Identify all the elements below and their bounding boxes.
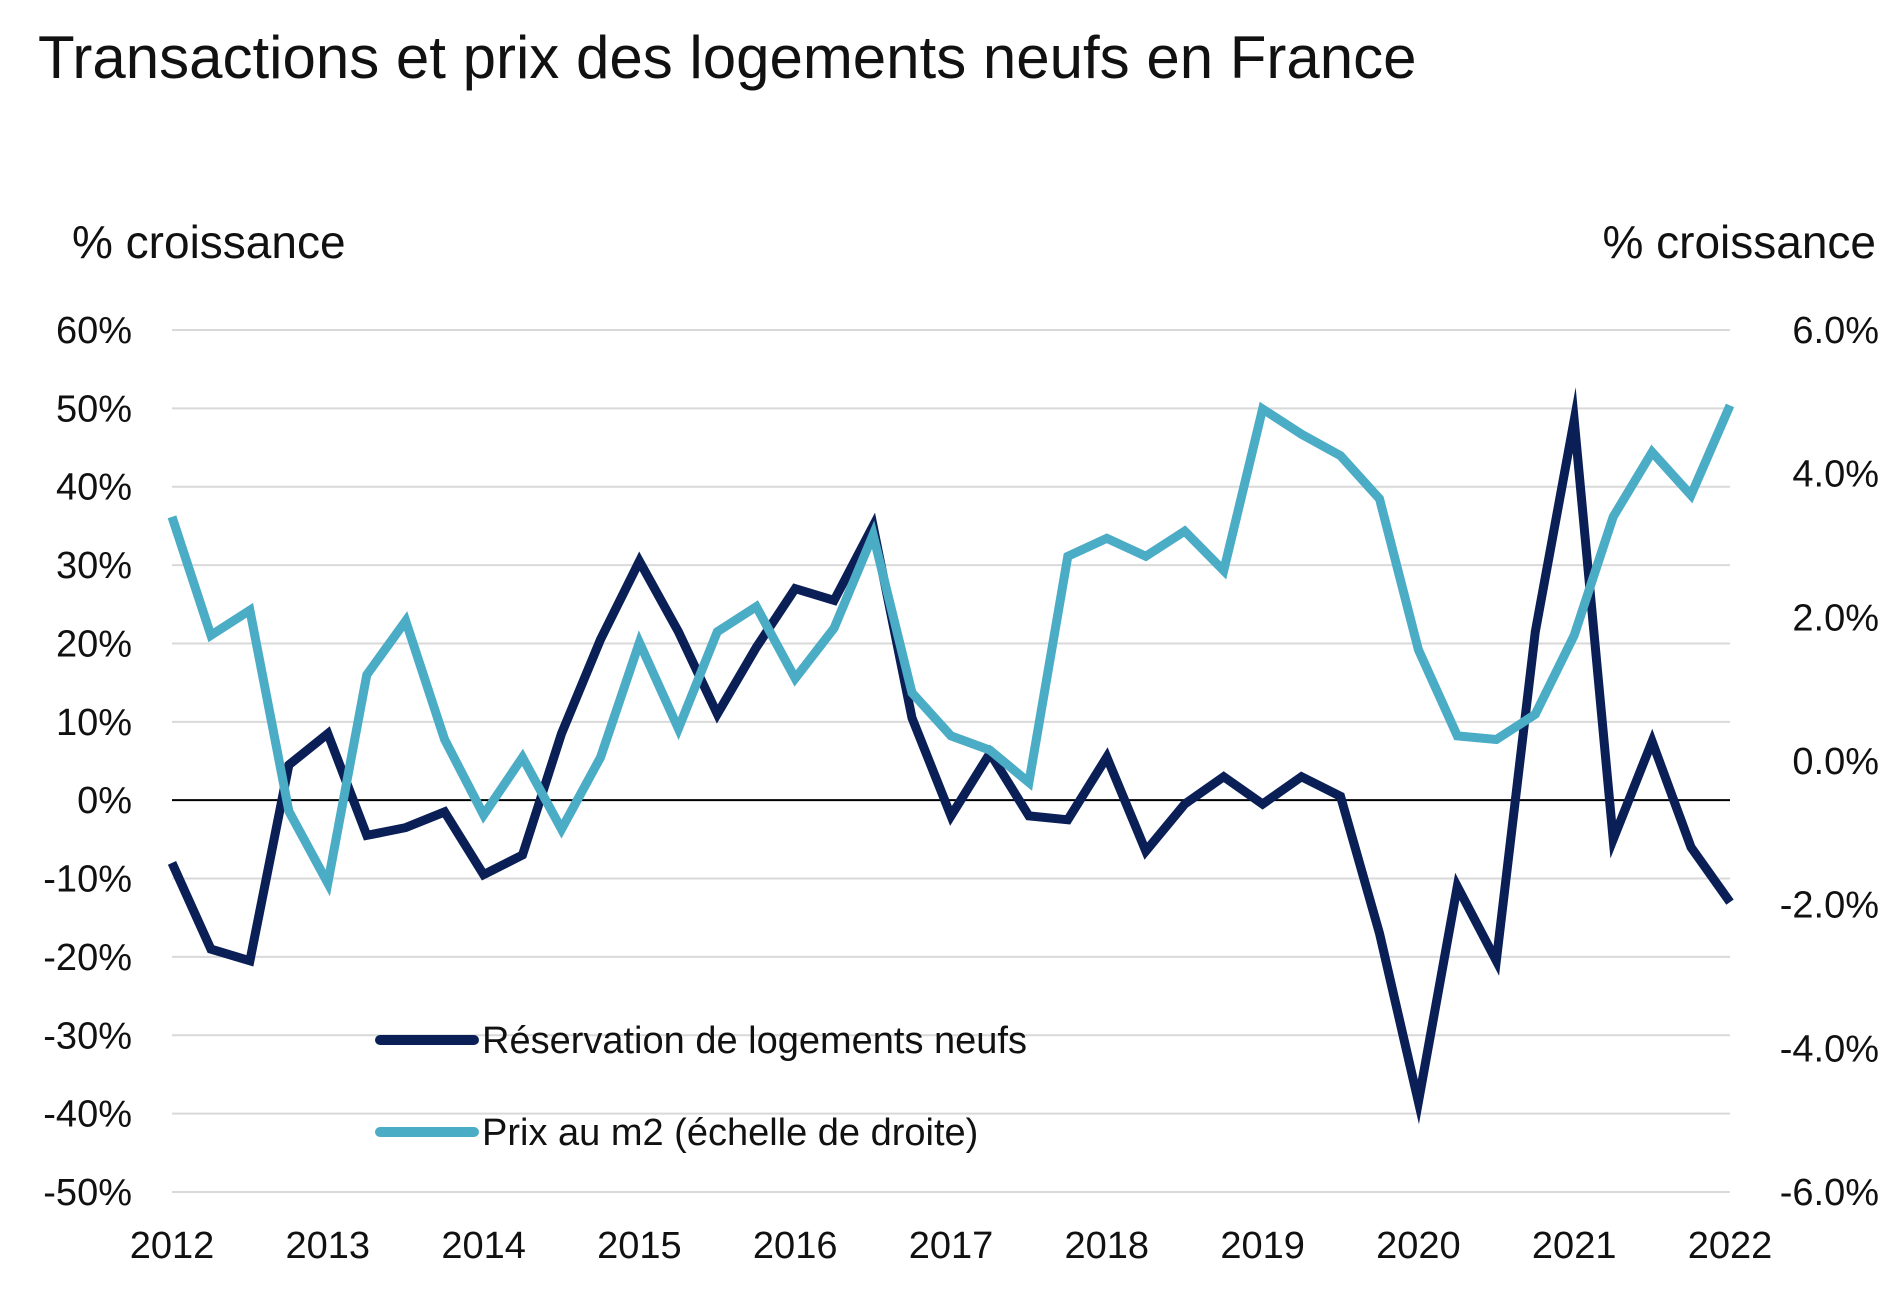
chart-title: Transactions et prix des logements neufs… xyxy=(38,24,1416,91)
x-tick-label: 2012 xyxy=(130,1225,215,1267)
x-axis-ticks: 2012 2013 2014 2015 2016 2017 2018 2019 2020 2021… xyxy=(130,1225,1773,1267)
y-left-tick-label: 30% xyxy=(56,545,132,587)
y-left-tick-label: 10% xyxy=(56,702,132,744)
x-tick-label: 2021 xyxy=(1532,1225,1617,1267)
y-left-tick-label: -20% xyxy=(43,937,132,979)
x-tick-label: 2017 xyxy=(909,1225,994,1267)
gridlines xyxy=(172,329,1730,1193)
x-tick-label: 2019 xyxy=(1220,1225,1305,1267)
y-left-tick-label: -40% xyxy=(43,1094,132,1136)
y-axis-left-label: % croissance xyxy=(72,216,346,268)
y-right-tick-label: 0.0% xyxy=(1792,741,1879,783)
series-lines xyxy=(167,387,1735,1125)
y-left-tick-label: 40% xyxy=(56,467,132,509)
legend: Réservation de logements neufs Prix au m2… xyxy=(375,1020,1027,1154)
y-right-tick-label: -4.0% xyxy=(1780,1028,1879,1070)
legend-label: Prix au m2 (échelle de droite) xyxy=(482,1112,978,1154)
legend-label: Réservation de logements neufs xyxy=(482,1020,1027,1062)
y-left-tick-label: 20% xyxy=(56,623,132,665)
y-left-tick-label: -30% xyxy=(43,1015,132,1057)
x-tick-label: 2022 xyxy=(1688,1225,1773,1267)
y-axis-right-label: % croissance xyxy=(1602,216,1876,268)
x-tick-label: 2016 xyxy=(753,1225,838,1267)
y-left-tick-label: 60% xyxy=(56,310,132,352)
x-tick-label: 2020 xyxy=(1376,1225,1461,1267)
y-left-tick-label: 0% xyxy=(77,780,132,822)
y-right-tick-label: -6.0% xyxy=(1780,1172,1879,1214)
x-tick-label: 2015 xyxy=(597,1225,682,1267)
x-tick-label: 2018 xyxy=(1065,1225,1150,1267)
x-tick-label: 2014 xyxy=(441,1225,526,1267)
series-line-reservations xyxy=(167,387,1734,1125)
y-axis-left-ticks: 60% 50% 40% 30% 20% 10% 0% -10% -20% -30% -40% -50% xyxy=(43,310,132,1214)
y-right-tick-label: -2.0% xyxy=(1780,885,1879,927)
y-left-tick-label: -50% xyxy=(43,1172,132,1214)
y-left-tick-label: -10% xyxy=(43,859,132,901)
y-right-tick-label: 6.0% xyxy=(1792,310,1879,352)
y-right-tick-label: 4.0% xyxy=(1792,454,1879,496)
y-right-tick-label: 2.0% xyxy=(1792,597,1879,639)
x-tick-label: 2013 xyxy=(286,1225,371,1267)
y-left-tick-label: 50% xyxy=(56,388,132,430)
y-axis-right-ticks: 6.0% 4.0% 2.0% 0.0% -2.0% -4.0% -6.0% xyxy=(1780,310,1879,1214)
series-line-price xyxy=(167,401,1735,897)
